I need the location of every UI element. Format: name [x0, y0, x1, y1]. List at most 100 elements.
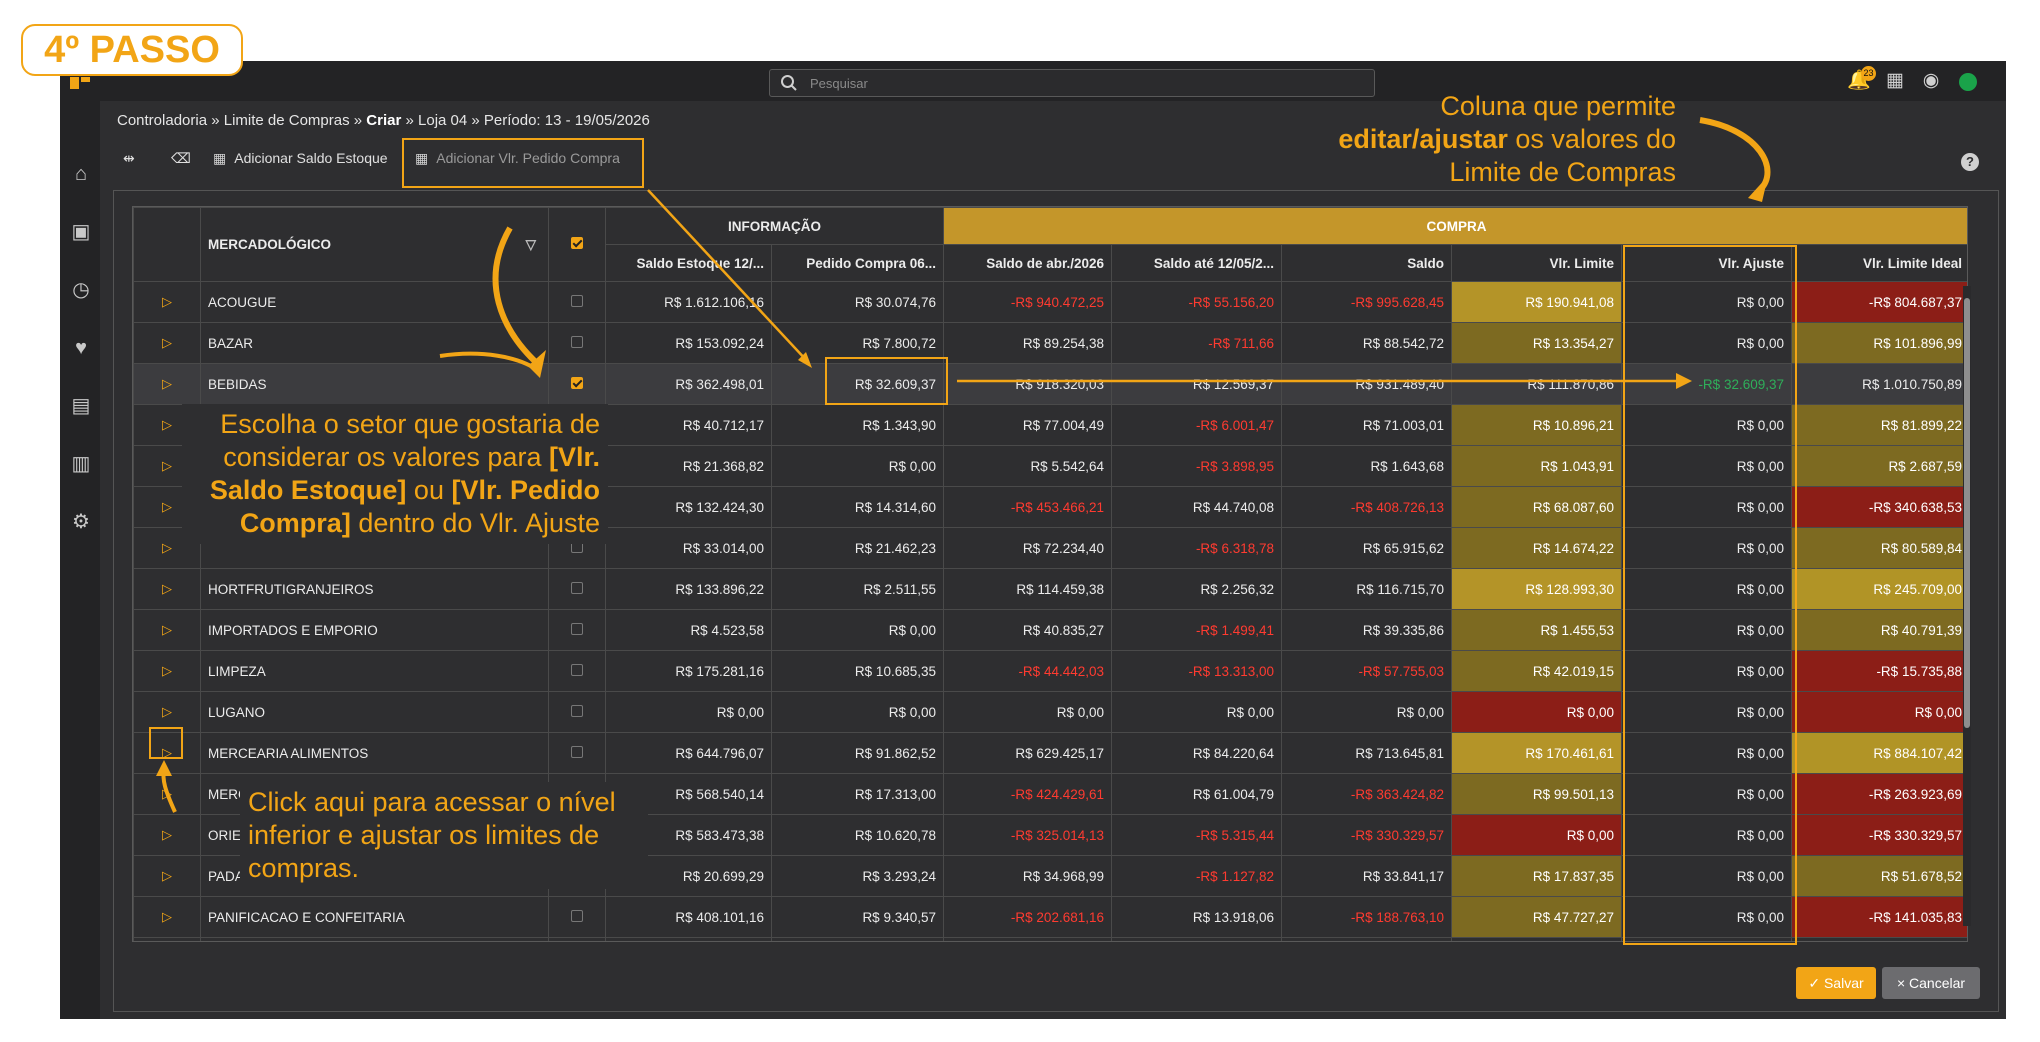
table-row[interactable]: ▷ PANIFICACAO E CONFEITARIA R$ 408.101,16 R… — [133, 896, 1967, 938]
row-checkbox[interactable] — [548, 363, 606, 405]
row-label: PANIFICACAO E CONFEITARIA — [200, 896, 549, 938]
health-icon[interactable]: ♥ — [75, 337, 87, 359]
select-all-checkbox[interactable] — [548, 207, 606, 282]
clock-icon[interactable]: ◷ — [72, 279, 90, 301]
column-header[interactable]: Saldo até 12/05/2... — [1111, 244, 1282, 282]
value-cell: R$ 10.896,21 — [1451, 404, 1622, 446]
row-label: HORTFRUTIGRANJEIROS — [200, 568, 549, 610]
value-cell[interactable]: R$ 0,00 — [1621, 445, 1792, 487]
value-cell: R$ 133.896,22 — [605, 568, 772, 610]
value-cell: R$ 81.899,22 — [1791, 404, 1967, 446]
value-cell[interactable]: R$ 0,00 — [1621, 855, 1792, 897]
value-cell: R$ 1.043,91 — [1451, 445, 1622, 487]
value-cell: R$ 0,00 — [943, 691, 1112, 733]
expand-row-button[interactable]: ▷ — [133, 650, 201, 692]
value-cell: R$ 14.674,22 — [1451, 527, 1622, 569]
row-checkbox[interactable] — [548, 322, 606, 364]
user-icon[interactable]: ◉ — [1922, 70, 1940, 91]
value-cell: R$ 13.354,27 — [1451, 322, 1622, 364]
table-row[interactable]: ▷ HORTFRUTIGRANJEIROS R$ 133.896,22 R$ 2.51… — [133, 568, 1967, 610]
value-cell: -R$ 55.156,20 — [1111, 281, 1282, 323]
table-row[interactable]: ▷ R$ 33.014,00 R$ 21.462,23 R$ 72.234,40 -R$… — [133, 527, 1967, 569]
value-cell[interactable]: R$ 0,00 — [1621, 650, 1792, 692]
expand-row-button[interactable]: ▷ — [133, 322, 201, 364]
help-icon[interactable]: ? — [1961, 153, 1979, 171]
column-header[interactable]: Pedido Compra 06... — [771, 244, 944, 282]
row-checkbox[interactable] — [548, 896, 606, 938]
search-input[interactable]: Pesquisar — [769, 69, 1375, 97]
column-header[interactable]: Vlr. Limite — [1451, 244, 1622, 282]
value-cell: R$ 245.709,00 — [1791, 568, 1967, 610]
expand-row-button[interactable]: ▷ — [133, 568, 201, 610]
expand-row-button[interactable]: ▷ — [133, 281, 201, 323]
highlight-add-order — [402, 138, 644, 188]
expand-columns-icon[interactable]: ⇹ — [123, 150, 135, 166]
value-cell: R$ 68.087,60 — [1451, 486, 1622, 528]
value-cell: -R$ 202.681,16 — [943, 896, 1112, 938]
save-button[interactable]: ✓ Salvar — [1796, 967, 1876, 999]
value-cell: R$ 13.918,06 — [1111, 896, 1282, 938]
expand-row-button[interactable]: ▷ — [133, 814, 201, 856]
value-cell: R$ 0,00 — [771, 691, 944, 733]
column-header[interactable]: Saldo de abr./2026 — [943, 244, 1112, 282]
value-cell: R$ 101.896,99 — [1791, 322, 1967, 364]
close-icon: × — [1896, 975, 1910, 991]
value-cell[interactable]: R$ 0,00 — [1621, 732, 1792, 774]
row-checkbox[interactable] — [548, 732, 606, 774]
column-header[interactable]: Vlr. Ajuste — [1621, 244, 1792, 282]
presentation-icon[interactable]: ▤ — [71, 395, 91, 417]
column-header-merc[interactable]: MERCADOLÓGICO ▽ — [200, 207, 549, 282]
value-cell: -R$ 1.127,82 — [1111, 855, 1282, 897]
value-cell: R$ 0,00 — [1451, 691, 1622, 733]
notification-badge: 23 — [1861, 66, 1876, 81]
row-checkbox[interactable] — [548, 650, 606, 692]
expand-row-button[interactable]: ▷ — [133, 609, 201, 651]
value-cell: R$ 77.004,49 — [943, 404, 1112, 446]
total-cell: R$ 1.590.456,71 — [605, 937, 772, 941]
expand-row-button[interactable]: ▷ — [133, 896, 201, 938]
value-cell: R$ 629.425,17 — [943, 732, 1112, 774]
grid-apps-icon[interactable]: ▦ — [1886, 70, 1904, 91]
book-icon[interactable]: ▥ — [71, 453, 91, 475]
home-icon[interactable]: ⌂ — [74, 163, 88, 185]
expand-row-button[interactable]: ▷ — [133, 363, 201, 405]
eraser-icon[interactable]: ⌫ — [171, 150, 191, 166]
row-checkbox[interactable] — [548, 691, 606, 733]
value-cell: R$ 884.107,42 — [1791, 732, 1967, 774]
board-icon[interactable]: ▣ — [71, 221, 91, 243]
top-bar: Pesquisar — [100, 61, 2006, 101]
value-cell[interactable]: R$ 0,00 — [1621, 322, 1792, 364]
column-header[interactable]: Vlr. Limite Ideal — [1791, 244, 1967, 282]
column-header[interactable]: Saldo — [1281, 244, 1452, 282]
value-cell[interactable]: R$ 0,00 — [1621, 568, 1792, 610]
table-row[interactable]: ▷ LUGANO R$ 0,00 R$ 0,00 R$ 0,00 R$ 0,00 R$ 0,… — [133, 691, 1967, 733]
add-order-button[interactable]: ▦ Adicionar Vlr. Pedido Compra — [415, 150, 620, 166]
value-cell: R$ 0,00 — [1791, 691, 1967, 733]
row-label: LUGANO — [200, 691, 549, 733]
table-row[interactable]: ▷ MERCEARIA ALIMENTOS R$ 644.796,07 R$ 91.8… — [133, 732, 1967, 774]
value-cell: R$ 9.340,57 — [771, 896, 944, 938]
value-cell: R$ 3.293,24 — [771, 855, 944, 897]
settings-icon[interactable]: ⚙ — [72, 511, 90, 533]
cancel-button[interactable]: × Cancelar — [1882, 967, 1980, 999]
value-cell: -R$ 363.424,82 — [1281, 773, 1452, 815]
value-cell[interactable]: R$ 0,00 — [1621, 814, 1792, 856]
row-checkbox[interactable] — [548, 281, 606, 323]
table-row[interactable]: ▷MERCEARIA BASICAR$ 568.540,14R$ 17.313,… — [133, 773, 1967, 815]
row-checkbox[interactable] — [548, 568, 606, 610]
filter-icon[interactable]: ▽ — [525, 237, 536, 252]
value-cell: -R$ 453.466,21 — [943, 486, 1112, 528]
row-checkbox[interactable] — [548, 609, 606, 651]
value-cell[interactable]: R$ 0,00 — [1621, 609, 1792, 651]
value-cell: R$ 0,00 — [1281, 691, 1452, 733]
value-cell: -R$ 711,66 — [1111, 322, 1282, 364]
table-row[interactable]: ▷ LIMPEZA R$ 175.281,16 R$ 10.685,35 -R$ 44.… — [133, 650, 1967, 692]
value-cell: R$ 17.313,00 — [771, 773, 944, 815]
expand-row-button[interactable]: ▷ — [133, 855, 201, 897]
value-cell: R$ 40.712,17 — [605, 404, 772, 446]
value-cell: -R$ 5.315,44 — [1111, 814, 1282, 856]
expand-row-button[interactable]: ▷ — [133, 773, 201, 815]
table-scroll-thumb[interactable] — [1964, 298, 1970, 728]
column-header[interactable]: Saldo Estoque 12/... — [605, 244, 772, 282]
add-stock-button[interactable]: ▦ Adicionar Saldo Estoque — [213, 150, 388, 166]
